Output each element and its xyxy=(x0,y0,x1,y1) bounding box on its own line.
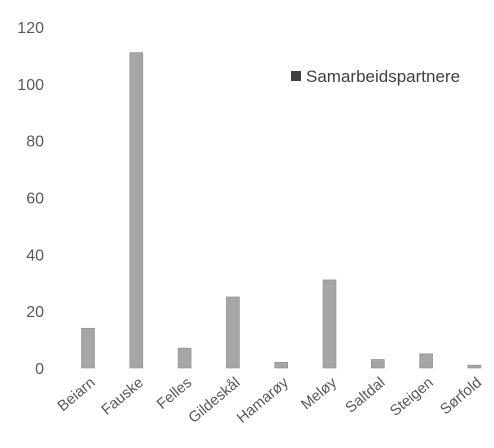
y-tick-label: 0 xyxy=(35,361,44,378)
bars xyxy=(81,52,482,369)
x-category-label: Gildeskål xyxy=(185,374,243,427)
x-category-label: Beiarn xyxy=(54,374,98,415)
legend-swatch xyxy=(291,71,301,81)
x-category-label: Saltdal xyxy=(342,374,388,417)
x-category-label: Meløy xyxy=(298,374,341,414)
bar xyxy=(129,52,144,369)
legend-label: Samarbeidspartnere xyxy=(306,67,460,86)
bar xyxy=(81,327,95,369)
y-tick-label: 120 xyxy=(17,20,44,37)
bar xyxy=(226,296,240,369)
y-tick-label: 80 xyxy=(26,134,44,151)
legend: Samarbeidspartnere xyxy=(291,67,460,86)
y-axis-ticks: 0 20 40 60 80 100 120 xyxy=(17,20,44,378)
x-category-label: Hamarøy xyxy=(234,374,293,427)
x-category-label: Sørfold xyxy=(437,374,485,418)
x-category-label: Steigen xyxy=(387,374,437,420)
y-tick-label: 20 xyxy=(26,304,44,321)
y-tick-label: 100 xyxy=(17,77,44,94)
x-category-label: Felles xyxy=(154,374,196,413)
bar xyxy=(177,347,192,369)
y-tick-label: 40 xyxy=(26,247,44,264)
bar xyxy=(467,364,482,369)
bar xyxy=(419,353,433,369)
bar xyxy=(370,359,385,369)
x-category-label: Fauske xyxy=(98,374,147,419)
bar xyxy=(322,279,337,369)
bar xyxy=(274,362,289,369)
y-tick-label: 60 xyxy=(26,191,44,208)
